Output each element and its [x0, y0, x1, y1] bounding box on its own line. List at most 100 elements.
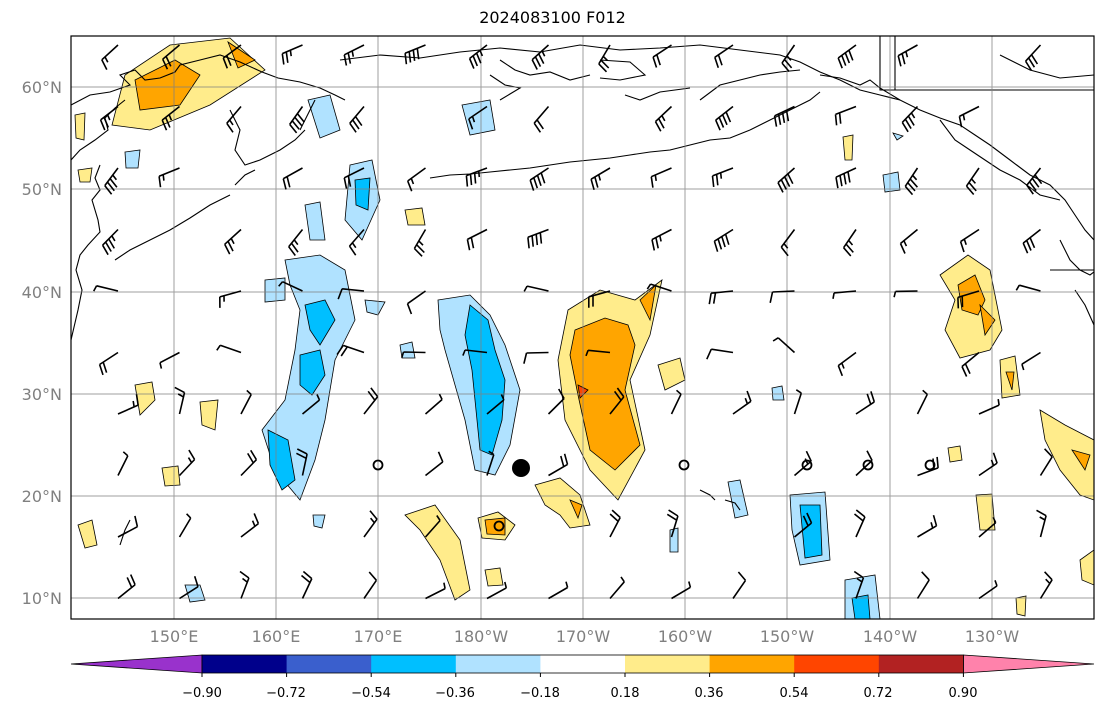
lon-label: 150°W — [760, 627, 815, 646]
wind-barb-icon — [1015, 284, 1041, 292]
calm-wind-circles — [372, 459, 936, 532]
wind-barb-icon — [793, 389, 803, 415]
wind-barb-icon — [834, 105, 857, 126]
wind-barb-icon — [978, 516, 997, 538]
wind-barb-icon — [117, 394, 139, 415]
wind-barb-icon — [837, 351, 857, 377]
wind-barb-icon — [897, 44, 918, 67]
wind-barb-icon — [278, 280, 303, 292]
wind-barb-icon — [1022, 228, 1041, 254]
colorbar-tick-label: 0.90 — [949, 686, 978, 701]
positive-anomaly-fills — [74, 37, 1094, 617]
wind-barb-icon — [780, 229, 796, 257]
wind-barb-icon — [531, 44, 550, 70]
wind-barb-icon — [590, 167, 611, 191]
wind-barb-icon — [462, 349, 488, 356]
wind-barb-icon — [1039, 448, 1053, 476]
wind-barb-icon — [904, 167, 919, 196]
wind-barb-icon — [714, 105, 734, 131]
wind-barb-icon — [404, 44, 426, 65]
wind-barb-icon — [835, 167, 857, 189]
wind-barb-icon — [363, 387, 379, 415]
wind-barb-icon — [842, 229, 857, 257]
wind-barb-icon — [363, 510, 378, 538]
wind-barb-icon — [527, 228, 549, 249]
lon-label: 170°W — [556, 627, 611, 646]
wind-barb-icon — [916, 389, 929, 415]
wind-barb-icon — [978, 580, 998, 600]
wind-barb-icon — [486, 450, 495, 476]
colorbar-ticks — [201, 673, 964, 677]
wind-barb-icon — [98, 351, 119, 376]
wind-barb-icon — [101, 228, 119, 256]
wind-barb-icon — [609, 387, 625, 415]
colorbar-tick-label: −0.90 — [182, 686, 222, 701]
wind-barb-icon — [159, 351, 180, 369]
colorbar-tick-label: 0.18 — [611, 686, 640, 701]
wind-barb-icon — [773, 105, 795, 127]
wind-barb-icon — [240, 513, 260, 538]
colorbar-tick-label: −0.36 — [435, 686, 475, 701]
colorbar-cell — [794, 655, 880, 673]
wind-barb-icon — [406, 290, 426, 315]
wind-barb-icon — [837, 44, 857, 69]
wind-barb-icon — [706, 348, 734, 360]
wind-barb-icon — [413, 229, 427, 257]
wind-barb-icon — [424, 515, 441, 538]
wind-barb-icon — [1021, 351, 1041, 371]
wind-barb-icon — [281, 44, 303, 65]
colorbar-cells — [70, 654, 1095, 674]
wind-barb-icon — [178, 513, 192, 538]
colorbar-tick-label: −0.72 — [266, 686, 306, 701]
wind-barb-icon — [1026, 167, 1043, 195]
wind-barb-icon — [965, 167, 980, 196]
wind-barb-icon — [239, 570, 250, 599]
wind-barb-icon — [282, 167, 303, 190]
colorbar-cell — [371, 655, 457, 673]
wind-barb-icon — [178, 449, 196, 477]
wind-barb-icon — [529, 167, 549, 191]
wind-barb-icon — [92, 285, 119, 292]
wind-barb-icon — [486, 394, 505, 415]
wind-barb-icon — [468, 105, 488, 130]
wind-barb-icon — [117, 574, 136, 600]
wind-barb-icon — [337, 288, 365, 300]
lon-label: 130°W — [965, 627, 1020, 646]
calm-wind-circle-icon — [678, 459, 690, 471]
wind-barb-icon — [713, 228, 734, 252]
wind-barb-icon — [714, 44, 734, 68]
wind-barb-icon — [832, 290, 857, 299]
lat-label: 30°N — [22, 385, 62, 404]
lon-label: 140°W — [863, 627, 918, 646]
wind-barb-icon — [363, 571, 378, 599]
wind-barb-icon — [226, 105, 242, 133]
wind-barbs — [92, 44, 1053, 600]
wind-barb-icon — [708, 290, 734, 305]
wind-barb-icon — [301, 394, 321, 415]
wind-barb-icon — [104, 167, 119, 195]
wind-barb-icon — [671, 581, 692, 600]
colorbar-cell — [455, 655, 541, 673]
wind-barb-icon — [343, 44, 365, 66]
lat-label: 50°N — [22, 180, 62, 199]
lon-label: 160°W — [658, 627, 713, 646]
wind-barb-icon — [548, 581, 569, 600]
colorbar-cell — [286, 655, 372, 673]
wind-barb-icon — [523, 351, 549, 364]
colorbar-extension-high — [963, 654, 1095, 674]
lat-label: 40°N — [22, 283, 62, 302]
colorbar-cell — [540, 655, 626, 673]
wind-barb-icon — [343, 167, 365, 189]
wind-barb-icon — [99, 105, 119, 131]
lon-label: 150°E — [150, 627, 199, 646]
wind-barb-icon — [666, 509, 679, 538]
colorbar: −0.90 −0.72 −0.54 −0.36 −0.18 0.18 0.36 … — [70, 654, 1095, 701]
wind-barb-icon — [468, 44, 488, 69]
wind-barb-icon — [300, 570, 313, 599]
lat-label: 60°N — [22, 78, 62, 97]
wind-barb-icon — [670, 389, 682, 415]
wind-barb-icon — [161, 44, 181, 70]
wind-barb-icon — [609, 576, 625, 600]
wind-barb-icon — [465, 167, 488, 187]
